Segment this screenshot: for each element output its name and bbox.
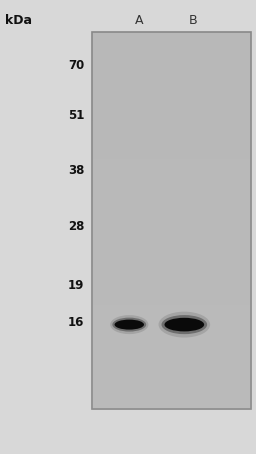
- Bar: [92, 395, 251, 399]
- Text: 38: 38: [68, 164, 84, 177]
- Bar: [92, 305, 251, 310]
- Bar: [92, 239, 251, 244]
- Ellipse shape: [162, 315, 207, 334]
- Bar: [92, 131, 251, 135]
- Bar: [92, 258, 251, 262]
- Bar: [92, 201, 251, 206]
- Bar: [92, 244, 251, 248]
- Bar: [92, 281, 251, 286]
- Bar: [92, 286, 251, 291]
- Bar: [92, 121, 251, 126]
- Bar: [92, 366, 251, 371]
- Bar: [92, 230, 251, 234]
- Bar: [92, 310, 251, 314]
- Bar: [92, 50, 251, 55]
- Bar: [92, 248, 251, 253]
- Bar: [92, 220, 251, 225]
- Bar: [92, 329, 251, 333]
- Bar: [92, 112, 251, 117]
- Bar: [92, 168, 251, 173]
- Bar: [92, 149, 251, 154]
- Bar: [92, 192, 251, 197]
- Bar: [92, 338, 251, 343]
- Bar: [92, 74, 251, 79]
- Bar: [92, 404, 251, 409]
- Bar: [92, 253, 251, 258]
- Bar: [92, 145, 251, 149]
- Bar: [92, 98, 251, 103]
- Bar: [92, 324, 251, 329]
- Bar: [92, 93, 251, 98]
- Bar: [92, 135, 251, 140]
- Bar: [92, 197, 251, 201]
- Bar: [92, 357, 251, 361]
- Bar: [92, 32, 251, 409]
- Bar: [92, 216, 251, 220]
- Bar: [92, 385, 251, 390]
- Bar: [92, 126, 251, 131]
- Bar: [92, 319, 251, 324]
- Ellipse shape: [110, 315, 148, 334]
- Bar: [92, 276, 251, 281]
- Bar: [92, 314, 251, 319]
- Bar: [92, 361, 251, 366]
- Bar: [92, 211, 251, 216]
- Text: 16: 16: [68, 316, 84, 329]
- Bar: [92, 173, 251, 178]
- Bar: [92, 272, 251, 276]
- Text: 28: 28: [68, 221, 84, 233]
- Ellipse shape: [158, 311, 210, 338]
- Bar: [92, 371, 251, 375]
- Bar: [92, 399, 251, 404]
- Bar: [92, 206, 251, 211]
- Bar: [92, 375, 251, 380]
- Bar: [92, 117, 251, 121]
- Bar: [92, 36, 251, 41]
- Text: A: A: [135, 14, 144, 27]
- Bar: [92, 41, 251, 46]
- Bar: [92, 84, 251, 88]
- Bar: [92, 300, 251, 305]
- Bar: [92, 390, 251, 395]
- Bar: [92, 154, 251, 159]
- Bar: [92, 296, 251, 300]
- Bar: [92, 333, 251, 338]
- Bar: [92, 107, 251, 112]
- Bar: [92, 163, 251, 168]
- Bar: [92, 46, 251, 50]
- Bar: [92, 32, 251, 36]
- Bar: [92, 291, 251, 296]
- Bar: [92, 187, 251, 192]
- Bar: [92, 140, 251, 145]
- Bar: [92, 225, 251, 230]
- Bar: [92, 103, 251, 107]
- Bar: [92, 352, 251, 357]
- Ellipse shape: [164, 318, 204, 331]
- Bar: [92, 159, 251, 163]
- Bar: [92, 178, 251, 183]
- Bar: [92, 183, 251, 187]
- Text: 70: 70: [68, 59, 84, 72]
- Bar: [92, 380, 251, 385]
- Ellipse shape: [115, 320, 144, 330]
- Bar: [92, 88, 251, 93]
- Bar: [92, 347, 251, 352]
- Bar: [92, 65, 251, 69]
- Bar: [92, 69, 251, 74]
- Text: kDa: kDa: [5, 14, 32, 27]
- Text: 19: 19: [68, 279, 84, 291]
- Bar: [92, 60, 251, 65]
- Ellipse shape: [112, 318, 146, 331]
- Bar: [92, 234, 251, 239]
- Bar: [92, 262, 251, 267]
- Bar: [92, 343, 251, 347]
- Bar: [92, 267, 251, 272]
- Text: 51: 51: [68, 109, 84, 122]
- Text: B: B: [189, 14, 198, 27]
- Bar: [92, 79, 251, 84]
- Bar: [92, 55, 251, 60]
